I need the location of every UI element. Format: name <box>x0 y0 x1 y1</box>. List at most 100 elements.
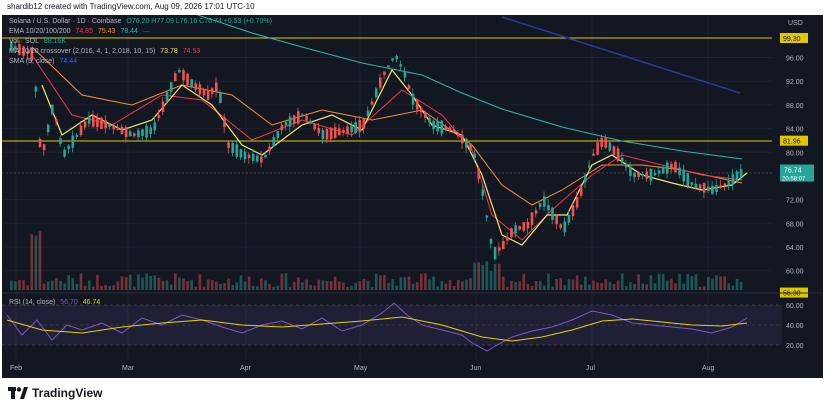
volume-bar <box>149 275 152 290</box>
volume-bar <box>538 281 542 290</box>
volume-bar <box>731 285 735 290</box>
candle-body <box>592 153 595 156</box>
candle-body <box>530 212 534 226</box>
volume-bar <box>584 276 587 290</box>
rsi-value: 56.70 <box>60 299 78 306</box>
candle-body <box>379 77 382 88</box>
legend-ma-row[interactable]: MA 10/20 crossover (2,016, 4, 1, 2,018, … <box>9 48 203 55</box>
volume-bar <box>477 262 480 290</box>
volume-bars <box>10 231 743 290</box>
legend-ema-row[interactable]: EMA 10/20/100/200 74.85 75.43 78.44 — <box>9 28 153 35</box>
candle-body <box>325 128 329 140</box>
volume-bar <box>141 277 144 290</box>
candle-body <box>370 101 374 105</box>
level-price-label: 99.30 <box>783 36 801 43</box>
volume-bar <box>161 280 165 290</box>
ema-20-value: 75.43 <box>97 28 116 35</box>
candle-body <box>538 203 542 208</box>
candle-body <box>30 48 34 61</box>
volume-bar <box>67 274 70 290</box>
price-axis-label: 92.00 <box>786 79 804 86</box>
volume-bar <box>100 285 103 290</box>
candle-body <box>399 64 403 67</box>
volume-bar <box>682 283 685 290</box>
rsi-legend[interactable]: RSI (14, close) 56.70 46.74 <box>9 299 103 306</box>
volume-bar <box>735 278 739 290</box>
candle-body <box>317 127 321 134</box>
candle-body <box>92 115 95 127</box>
candle-body <box>10 42 13 51</box>
volume-bar <box>440 280 444 290</box>
candle-body <box>719 185 722 188</box>
ema-100-line <box>196 15 743 160</box>
volume-bar <box>391 279 394 290</box>
candle-body <box>489 238 493 244</box>
candle-body <box>510 228 513 238</box>
candle-body <box>182 70 185 81</box>
legend-symbol-row[interactable]: Solana / U.S. Dollar · 1D · Coinbase O76… <box>9 18 275 25</box>
candle-body <box>739 169 743 178</box>
volume-bar <box>719 276 722 290</box>
candle-body <box>608 142 612 151</box>
volume-bar <box>104 284 107 290</box>
candle-body <box>366 110 370 117</box>
candle-body <box>260 156 263 163</box>
symbol-name[interactable]: Solana / U.S. Dollar · 1D · Coinbase <box>9 18 122 25</box>
time-axis-label: Aug <box>702 365 715 372</box>
candle-body <box>497 247 501 251</box>
candle-body <box>666 162 669 174</box>
volume-bar <box>247 276 251 290</box>
rsi-ma-line <box>6 316 748 342</box>
volume-bar <box>559 278 562 290</box>
volume-bar <box>399 277 403 290</box>
level-price-label: 56.30 <box>783 291 801 298</box>
candle-body <box>387 65 390 68</box>
candle-body <box>112 124 116 130</box>
legend-sma-row[interactable]: SMA (5, close) 74.44 <box>9 58 80 65</box>
candle-body <box>522 222 526 231</box>
volume-bar <box>555 279 558 290</box>
candle-body <box>297 111 300 124</box>
price-axis-label: 96.00 <box>786 56 804 63</box>
volume-bar <box>63 283 66 290</box>
time-axis-label: May <box>354 365 368 372</box>
volume-bar <box>407 276 411 290</box>
candle-body <box>268 146 271 152</box>
candle-body <box>358 120 362 133</box>
candle-body <box>653 172 657 176</box>
chart-area[interactable]: Feb Mar Apr May Jun Jul Aug 96.00 92.00 88.00 84.0… <box>2 15 823 378</box>
tradingview-footer[interactable]: TradingView <box>8 386 102 400</box>
volume-bar <box>518 281 521 290</box>
currency-label[interactable]: USD <box>788 20 803 27</box>
candle-body <box>75 134 79 138</box>
price-chart[interactable]: Feb Mar Apr May Jun Jul Aug 96.00 92.00 88.00 84.0… <box>2 15 823 378</box>
volume-bar <box>333 276 337 290</box>
volume-bar <box>30 234 34 290</box>
volume-bar <box>46 281 50 290</box>
volume-bar <box>338 281 341 290</box>
candle-body <box>465 138 468 148</box>
ema-10-line <box>31 54 743 241</box>
ema-10-value: 74.85 <box>75 28 93 35</box>
candle-body <box>612 146 616 156</box>
candle-body <box>149 127 152 134</box>
volume-bar <box>506 286 509 290</box>
candle-body <box>588 165 591 168</box>
candle-body <box>694 183 698 188</box>
level-price-tag <box>780 33 808 43</box>
candle-body <box>210 88 214 94</box>
volume-bar <box>489 271 493 290</box>
candle-body <box>354 122 357 133</box>
candle-body <box>161 101 165 112</box>
volume-bar <box>108 286 111 290</box>
volume-bar <box>79 273 83 290</box>
volume-bar <box>297 277 300 290</box>
current-price-label: 76.74 <box>784 168 802 175</box>
candle-body <box>71 135 75 148</box>
volume-bar <box>215 281 218 290</box>
bar-countdown-label: 20:58:07 <box>782 177 806 183</box>
legend-volume-row[interactable]: Vol · SOL 88.16K <box>9 38 69 45</box>
volume-bar <box>629 282 632 290</box>
candle-body <box>313 123 316 130</box>
candle-body <box>165 91 169 102</box>
